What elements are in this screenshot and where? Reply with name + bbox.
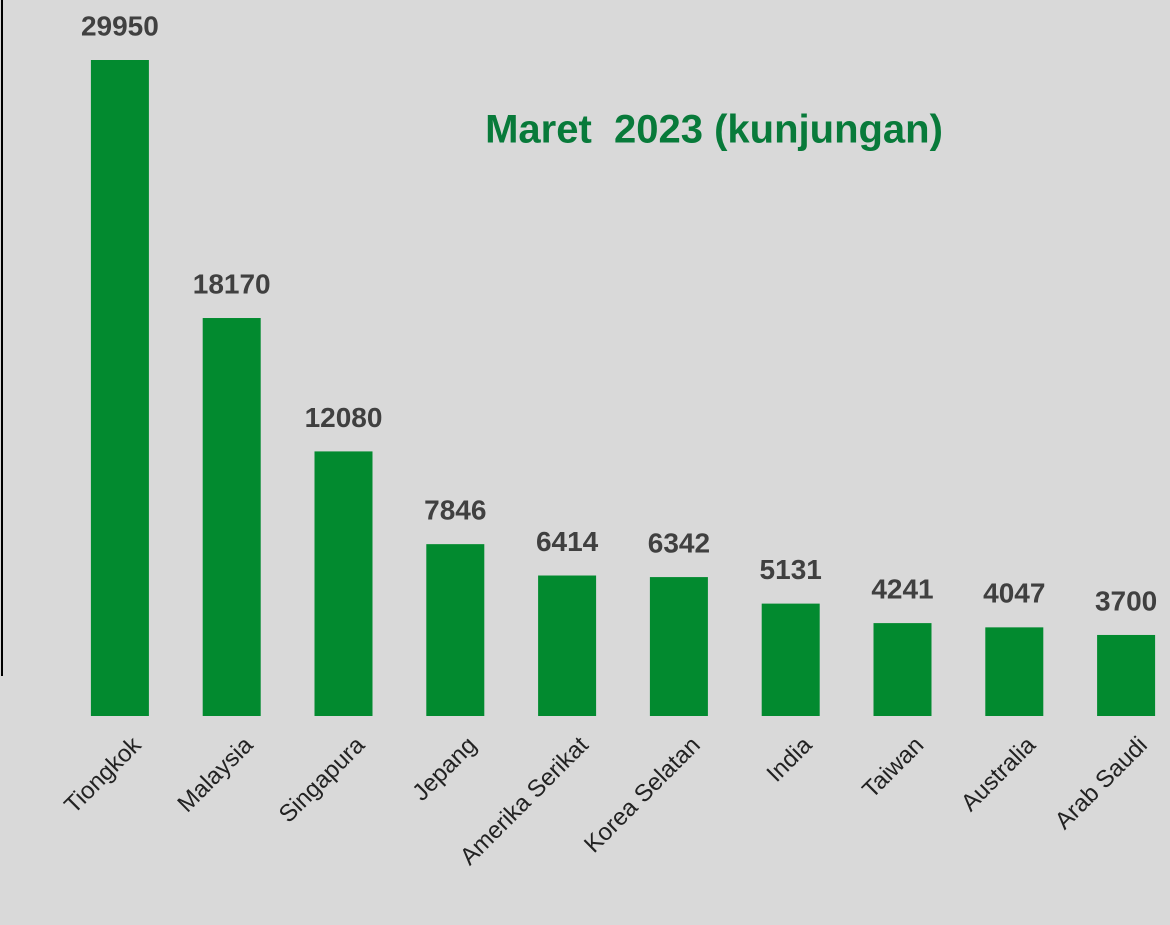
value-label: 29950 (81, 10, 159, 41)
value-label: 4241 (871, 573, 933, 604)
bar (873, 623, 932, 716)
chart-title: Maret 2023 (kunjungan) (485, 108, 943, 152)
bar (314, 451, 373, 716)
value-label: 3700 (1095, 585, 1157, 616)
bar (426, 544, 485, 716)
value-label: 12080 (305, 402, 383, 433)
bar (761, 603, 820, 716)
value-label: 7846 (424, 495, 486, 526)
value-label: 5131 (760, 554, 822, 585)
value-label: 6342 (648, 527, 710, 558)
value-label: 18170 (193, 268, 271, 299)
bar (1097, 634, 1156, 716)
value-label: 4047 (983, 578, 1045, 609)
value-label: 6414 (536, 526, 599, 557)
bar (649, 577, 708, 716)
bar (985, 627, 1044, 716)
bar (538, 575, 597, 716)
bar (90, 60, 149, 716)
bar (202, 318, 261, 716)
